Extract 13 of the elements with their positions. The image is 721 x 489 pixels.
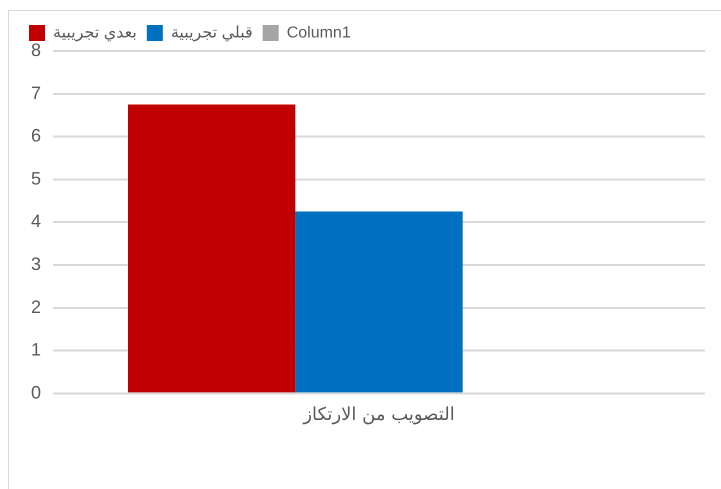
y-tick-label: 7 bbox=[30, 82, 42, 103]
y-tick-label: 4 bbox=[30, 211, 42, 232]
y-tick-label: 1 bbox=[30, 340, 42, 360]
y-tick-label: 2 bbox=[30, 296, 42, 317]
y-tick-label: 6 bbox=[30, 126, 42, 146]
y-tick-label: 0 bbox=[30, 382, 42, 402]
legend-label: بعدي تجريبية bbox=[53, 24, 137, 42]
y-tick-label: 5 bbox=[30, 168, 42, 188]
legend-label: Column1 bbox=[286, 24, 351, 42]
legend-label: قبلي تجريبية bbox=[170, 24, 253, 42]
y-tick-label: 8 bbox=[30, 40, 42, 60]
x-tick-label: التصويب من الارتكاز bbox=[302, 404, 455, 425]
y-tick-label: 3 bbox=[30, 254, 42, 274]
